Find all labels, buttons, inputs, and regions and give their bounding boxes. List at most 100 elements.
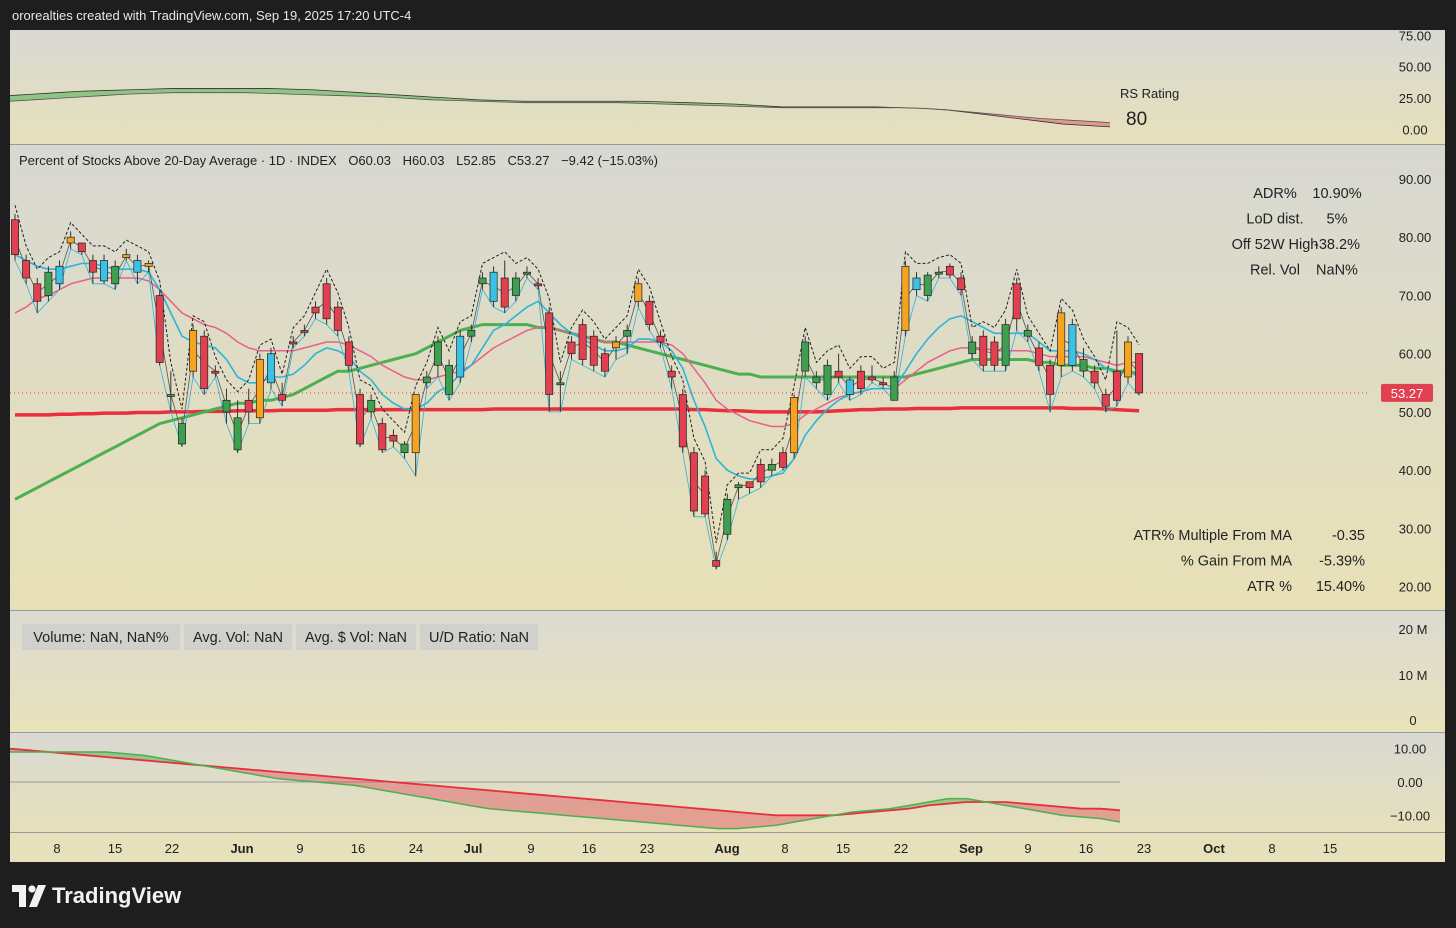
candle[interactable] bbox=[445, 359, 454, 401]
candle[interactable] bbox=[879, 377, 888, 389]
candle[interactable] bbox=[344, 336, 353, 372]
candle[interactable] bbox=[812, 371, 821, 389]
candle[interactable] bbox=[689, 446, 698, 517]
candle[interactable] bbox=[88, 254, 97, 284]
candle[interactable] bbox=[222, 388, 231, 424]
candle[interactable] bbox=[144, 260, 153, 273]
volume-pane[interactable]: Volume: NaN, NaN% Avg. Vol: NaN Avg. $ Vol… bbox=[10, 610, 1445, 732]
candle[interactable] bbox=[945, 263, 954, 278]
rs-rating-pane[interactable]: RS Rating 80 75.00 50.00 25.00 0.00 bbox=[10, 30, 1445, 144]
candle[interactable] bbox=[178, 417, 186, 447]
candle[interactable] bbox=[912, 272, 921, 296]
candle[interactable] bbox=[712, 551, 721, 570]
candle[interactable] bbox=[968, 336, 977, 360]
candle[interactable] bbox=[934, 266, 943, 278]
candle[interactable] bbox=[22, 254, 31, 284]
candle[interactable] bbox=[612, 336, 620, 360]
candle[interactable] bbox=[411, 394, 420, 477]
candle[interactable] bbox=[189, 324, 198, 377]
candle[interactable] bbox=[166, 371, 175, 412]
candle[interactable] bbox=[701, 470, 710, 517]
candle[interactable] bbox=[122, 248, 131, 261]
candle[interactable] bbox=[133, 254, 142, 284]
candle[interactable] bbox=[500, 260, 509, 313]
candle[interactable] bbox=[678, 388, 687, 453]
candle[interactable] bbox=[255, 353, 264, 424]
candle[interactable] bbox=[901, 260, 910, 337]
candle[interactable] bbox=[211, 365, 220, 377]
candle[interactable] bbox=[111, 260, 120, 290]
candle[interactable] bbox=[1124, 336, 1132, 383]
candle[interactable] bbox=[77, 242, 86, 255]
candle[interactable] bbox=[300, 324, 309, 337]
candle[interactable] bbox=[1046, 359, 1055, 412]
candle[interactable] bbox=[801, 336, 810, 377]
candle[interactable] bbox=[155, 289, 164, 366]
candle[interactable] bbox=[745, 481, 754, 494]
candle[interactable] bbox=[1101, 388, 1110, 412]
candle[interactable] bbox=[322, 277, 331, 325]
candle[interactable] bbox=[868, 365, 876, 383]
candle[interactable] bbox=[66, 231, 75, 249]
candle[interactable] bbox=[856, 365, 865, 395]
candle[interactable] bbox=[578, 318, 587, 366]
candle[interactable] bbox=[656, 330, 665, 348]
candle[interactable] bbox=[545, 307, 554, 412]
candle[interactable] bbox=[834, 353, 843, 383]
candle[interactable] bbox=[233, 400, 242, 453]
candle[interactable] bbox=[567, 336, 576, 360]
candle[interactable] bbox=[433, 336, 442, 377]
candle[interactable] bbox=[890, 371, 899, 401]
candle[interactable] bbox=[1035, 342, 1043, 372]
candle[interactable] bbox=[333, 301, 342, 337]
candle[interactable] bbox=[200, 330, 209, 395]
candle[interactable] bbox=[923, 272, 932, 302]
candle[interactable] bbox=[1023, 324, 1032, 343]
candle[interactable] bbox=[1001, 318, 1010, 372]
candle[interactable] bbox=[11, 213, 19, 261]
candle[interactable] bbox=[367, 394, 376, 418]
candle[interactable] bbox=[957, 272, 966, 296]
candle[interactable] bbox=[389, 429, 398, 447]
candle[interactable] bbox=[1012, 277, 1021, 331]
candle[interactable] bbox=[600, 347, 609, 377]
candle[interactable] bbox=[267, 347, 275, 389]
candle[interactable] bbox=[511, 272, 520, 302]
candle[interactable] bbox=[467, 324, 476, 343]
candle[interactable] bbox=[489, 266, 498, 308]
candle[interactable] bbox=[845, 377, 854, 401]
candle[interactable] bbox=[456, 330, 465, 383]
candle[interactable] bbox=[779, 446, 787, 471]
candle[interactable] bbox=[356, 388, 364, 447]
candle[interactable] bbox=[790, 394, 799, 459]
candle[interactable] bbox=[478, 272, 487, 290]
candle[interactable] bbox=[100, 254, 108, 284]
candle[interactable] bbox=[723, 493, 732, 541]
candle[interactable] bbox=[289, 336, 298, 348]
candle[interactable] bbox=[767, 458, 776, 477]
candle[interactable] bbox=[55, 260, 64, 290]
candle[interactable] bbox=[378, 417, 387, 453]
candle[interactable] bbox=[1057, 307, 1066, 377]
candle[interactable] bbox=[823, 359, 832, 401]
candle[interactable] bbox=[523, 266, 531, 278]
candle[interactable] bbox=[33, 277, 42, 313]
candle[interactable] bbox=[756, 458, 765, 488]
oscillator-pane[interactable]: 10.00 0.00 −10.00 bbox=[10, 732, 1445, 832]
candle[interactable] bbox=[589, 330, 598, 372]
candle[interactable] bbox=[1112, 330, 1121, 407]
candle[interactable] bbox=[400, 441, 409, 459]
candle[interactable] bbox=[556, 371, 565, 412]
candle[interactable] bbox=[1079, 347, 1088, 377]
candle[interactable] bbox=[1068, 318, 1077, 372]
candle[interactable] bbox=[422, 371, 431, 389]
candle[interactable] bbox=[645, 295, 654, 331]
candle[interactable] bbox=[44, 266, 53, 302]
candle[interactable] bbox=[979, 330, 988, 372]
candle[interactable] bbox=[278, 382, 287, 407]
candle[interactable] bbox=[623, 324, 632, 354]
candle[interactable] bbox=[634, 277, 643, 308]
candle[interactable] bbox=[244, 388, 253, 424]
candle[interactable] bbox=[667, 365, 676, 389]
candle[interactable] bbox=[734, 481, 743, 500]
